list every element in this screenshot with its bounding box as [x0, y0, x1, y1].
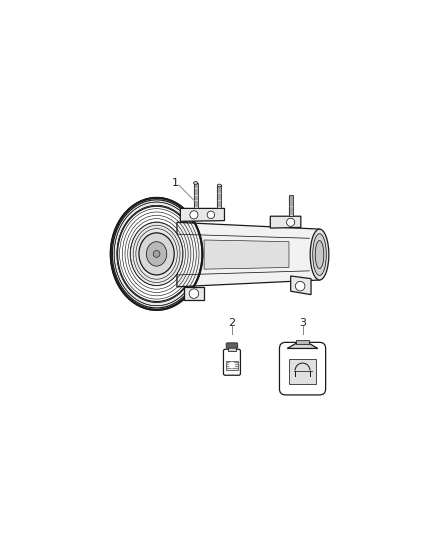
- Circle shape: [207, 211, 215, 219]
- FancyBboxPatch shape: [279, 342, 325, 395]
- FancyBboxPatch shape: [223, 349, 240, 375]
- Polygon shape: [180, 208, 224, 221]
- Ellipse shape: [118, 206, 195, 302]
- FancyBboxPatch shape: [217, 185, 222, 208]
- Ellipse shape: [130, 222, 183, 286]
- Ellipse shape: [315, 240, 324, 269]
- Text: 3: 3: [299, 319, 306, 328]
- FancyBboxPatch shape: [226, 343, 238, 348]
- Bar: [226, 361, 238, 370]
- Polygon shape: [270, 216, 301, 228]
- Ellipse shape: [139, 233, 174, 275]
- Ellipse shape: [111, 198, 202, 310]
- Circle shape: [190, 211, 198, 219]
- Polygon shape: [184, 287, 204, 301]
- Polygon shape: [204, 240, 289, 269]
- Ellipse shape: [310, 229, 329, 280]
- Ellipse shape: [217, 184, 222, 187]
- Bar: [289, 359, 316, 384]
- Ellipse shape: [194, 182, 198, 184]
- Polygon shape: [287, 344, 318, 349]
- Text: 1: 1: [172, 177, 179, 188]
- Ellipse shape: [313, 233, 326, 276]
- Circle shape: [152, 250, 161, 258]
- Ellipse shape: [146, 241, 167, 266]
- FancyBboxPatch shape: [289, 195, 293, 216]
- Polygon shape: [177, 222, 320, 287]
- Circle shape: [189, 289, 199, 298]
- Ellipse shape: [146, 241, 167, 266]
- Circle shape: [229, 362, 235, 368]
- Circle shape: [295, 281, 305, 291]
- Circle shape: [286, 218, 295, 227]
- FancyBboxPatch shape: [194, 183, 198, 208]
- Bar: [296, 340, 309, 344]
- Bar: [228, 347, 236, 351]
- Circle shape: [153, 251, 160, 257]
- Ellipse shape: [139, 233, 174, 275]
- Ellipse shape: [113, 200, 201, 308]
- Polygon shape: [291, 276, 311, 295]
- Text: 2: 2: [228, 319, 236, 328]
